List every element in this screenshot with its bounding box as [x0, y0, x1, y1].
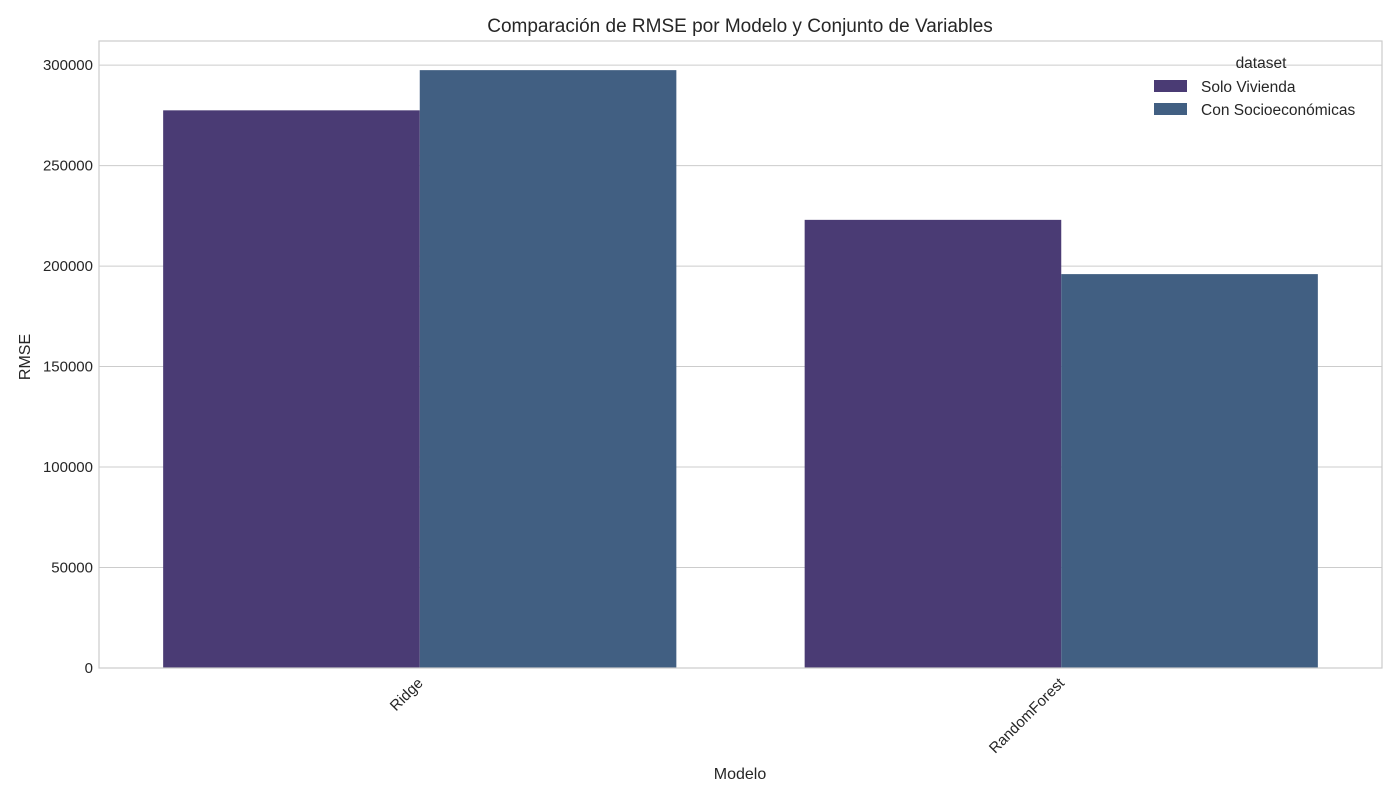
- legend-label-series-1: Solo Vivienda: [1201, 79, 1296, 96]
- y-axis-title: RMSE: [17, 334, 34, 380]
- x-axis-title: Modelo: [714, 766, 767, 783]
- legend-swatch-series-2: [1154, 103, 1187, 115]
- bars: [163, 70, 1318, 669]
- legend: dataset Solo Vivienda Con Socioeconómicas: [1154, 55, 1355, 119]
- legend-label-series-2: Con Socioeconómicas: [1201, 102, 1355, 119]
- bar-randomforest-series-2: [1061, 274, 1318, 668]
- bar-ridge-series-2: [419, 70, 677, 669]
- legend-title: dataset: [1236, 55, 1288, 72]
- y-tick-label: 200000: [43, 258, 93, 275]
- y-tick-label: 50000: [51, 560, 93, 577]
- bar-randomforest-series-1: [804, 219, 1062, 668]
- bar-ridge-series-1: [163, 110, 420, 669]
- chart-title: Comparación de RMSE por Modelo y Conjunt…: [487, 16, 993, 37]
- y-tick-label: 250000: [43, 158, 93, 175]
- x-tick-labels: Ridge RandomForest: [387, 674, 1069, 757]
- plot-frame: [98, 40, 1383, 669]
- x-tick-label-ridge: Ridge: [387, 675, 427, 715]
- y-tick-label: 300000: [43, 57, 93, 74]
- legend-swatch-series-1: [1154, 80, 1187, 92]
- x-tick-label-randomforest: RandomForest: [986, 674, 1069, 757]
- y-tick-labels: 0 50000 100000 150000 200000 250000 300000: [43, 57, 93, 677]
- y-tick-label: 0: [85, 660, 93, 677]
- y-tick-label: 100000: [43, 459, 93, 476]
- y-tick-label: 150000: [43, 359, 93, 376]
